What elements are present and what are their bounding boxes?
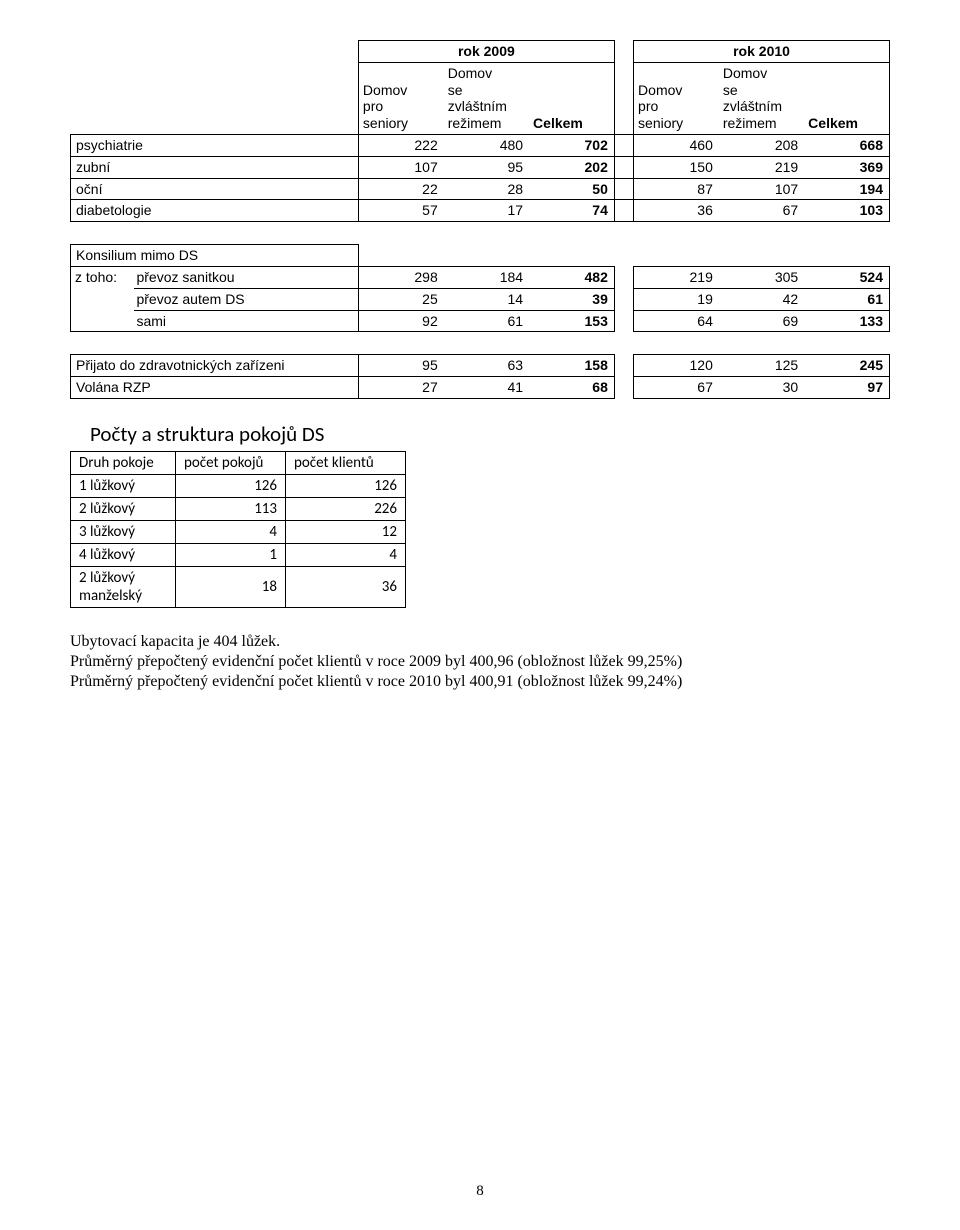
cell: 30 xyxy=(719,377,804,399)
cell: 22 xyxy=(358,178,443,200)
cell: 369 xyxy=(804,156,889,178)
cell: 36 xyxy=(634,200,719,222)
cell: 63 xyxy=(444,355,529,377)
rooms-cell: 18 xyxy=(176,566,286,607)
cell: 28 xyxy=(444,178,529,200)
cell: 41 xyxy=(444,377,529,399)
cell: 524 xyxy=(804,266,889,288)
para-line-2: Průměrný přepočtený evidenční počet klie… xyxy=(70,653,682,670)
rooms-col-type: Druh pokoje xyxy=(71,451,176,474)
cell: 95 xyxy=(358,355,443,377)
cell: 67 xyxy=(634,377,719,399)
rooms-cell: 4 xyxy=(286,543,406,566)
cell: 194 xyxy=(804,178,889,200)
cell: 125 xyxy=(719,355,804,377)
table-row-label: zubní xyxy=(71,156,359,178)
table-row-label: Přijato do zdravotnických zařízeni xyxy=(71,355,359,377)
cell: 68 xyxy=(529,377,614,399)
cell: 202 xyxy=(529,156,614,178)
rooms-cell: 1 lůžkový xyxy=(71,474,176,497)
rooms-cell: 4 xyxy=(176,520,286,543)
rooms-cell: 2 lůžkový manželský xyxy=(71,566,176,607)
cell: 50 xyxy=(529,178,614,200)
rooms-col-clients: počet klientů xyxy=(286,451,406,474)
cell: 61 xyxy=(444,310,529,332)
cell: 107 xyxy=(358,156,443,178)
page-number: 8 xyxy=(0,1183,960,1200)
cell: 19 xyxy=(634,288,719,310)
para-line-3: Průměrný přepočtený evidenční počet klie… xyxy=(70,673,682,690)
cell: 120 xyxy=(634,355,719,377)
table-row-label: diabetologie xyxy=(71,200,359,222)
ztoho-prefix: z toho: xyxy=(71,266,135,331)
cell: 39 xyxy=(529,288,614,310)
cell: 245 xyxy=(804,355,889,377)
cell: 87 xyxy=(634,178,719,200)
cell: 103 xyxy=(804,200,889,222)
cell: 27 xyxy=(358,377,443,399)
cell: 158 xyxy=(529,355,614,377)
rooms-cell: 113 xyxy=(176,497,286,520)
cell: 42 xyxy=(719,288,804,310)
section-title: Počty a struktura pokojů DS xyxy=(90,421,890,447)
table-row-label: oční xyxy=(71,178,359,200)
para-line-1: Ubytovací kapacita je 404 lůžek. xyxy=(70,633,280,650)
table-prijato: Přijato do zdravotnických zařízeni956315… xyxy=(70,354,890,399)
capacity-paragraph: Ubytovací kapacita je 404 lůžek. Průměrn… xyxy=(70,632,890,692)
table-rooms: Druh pokoje počet pokojů počet klientů 1… xyxy=(70,451,406,608)
cell: 67 xyxy=(719,200,804,222)
cell: 107 xyxy=(719,178,804,200)
cell: 668 xyxy=(804,134,889,156)
year-2009-header: rok 2009 xyxy=(358,41,614,63)
table-row-label: psychiatrie xyxy=(71,134,359,156)
cell: 17 xyxy=(444,200,529,222)
cell: 305 xyxy=(719,266,804,288)
table-row-label: převoz sanitkou xyxy=(134,266,358,288)
rooms-cell: 4 lůžkový xyxy=(71,543,176,566)
table-row-label: Volána RZP xyxy=(71,377,359,399)
konsilium-title: Konsilium mimo DS xyxy=(71,245,359,267)
cell: 219 xyxy=(719,156,804,178)
cell: 69 xyxy=(719,310,804,332)
cell: 57 xyxy=(358,200,443,222)
table-row-label: převoz autem DS xyxy=(134,288,358,310)
cell: 150 xyxy=(634,156,719,178)
cell: 64 xyxy=(634,310,719,332)
rooms-cell: 3 lůžkový xyxy=(71,520,176,543)
cell: 184 xyxy=(444,266,529,288)
rooms-cell: 36 xyxy=(286,566,406,607)
cell: 61 xyxy=(804,288,889,310)
year-2010-header: rok 2010 xyxy=(634,41,890,63)
rooms-col-count: počet pokojů xyxy=(176,451,286,474)
table-main: rok 2009 rok 2010 Domovproseniory Domovs… xyxy=(70,40,890,222)
cell: 25 xyxy=(358,288,443,310)
cell: 95 xyxy=(444,156,529,178)
cell: 298 xyxy=(358,266,443,288)
table-konsilium: Konsilium mimo DS z toho:převoz sanitkou… xyxy=(70,244,890,332)
rooms-cell: 12 xyxy=(286,520,406,543)
cell: 14 xyxy=(444,288,529,310)
cell: 482 xyxy=(529,266,614,288)
cell: 222 xyxy=(358,134,443,156)
rooms-cell: 126 xyxy=(176,474,286,497)
rooms-cell: 226 xyxy=(286,497,406,520)
cell: 219 xyxy=(634,266,719,288)
cell: 74 xyxy=(529,200,614,222)
cell: 702 xyxy=(529,134,614,156)
rooms-cell: 1 xyxy=(176,543,286,566)
table-row-label: sami xyxy=(134,310,358,332)
cell: 208 xyxy=(719,134,804,156)
rooms-cell: 2 lůžkový xyxy=(71,497,176,520)
rooms-cell: 126 xyxy=(286,474,406,497)
cell: 92 xyxy=(358,310,443,332)
cell: 460 xyxy=(634,134,719,156)
cell: 97 xyxy=(804,377,889,399)
cell: 480 xyxy=(444,134,529,156)
cell: 153 xyxy=(529,310,614,332)
cell: 133 xyxy=(804,310,889,332)
